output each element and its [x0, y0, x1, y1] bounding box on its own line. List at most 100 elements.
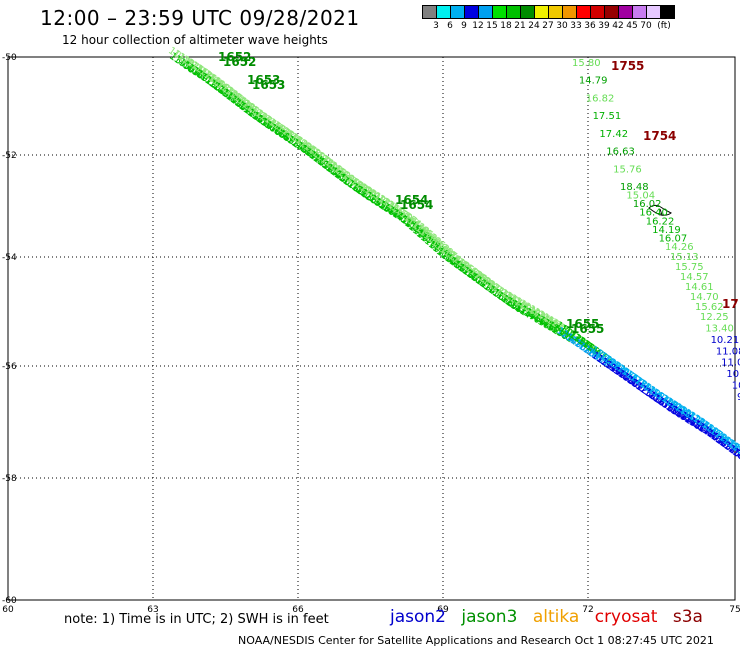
cryosat-swh: 14.79 — [579, 76, 608, 87]
legend-label: 18 — [500, 21, 512, 31]
legend-swatch — [548, 5, 563, 19]
lat-tick: -56 — [2, 362, 17, 372]
color-legend: 3 6 9 12 15 18 21 24 27 30 33 36 39 42 45 70 (ft) — [422, 5, 740, 33]
legend-label: 21 — [514, 21, 526, 31]
cryosat-swh: 16.82 — [586, 93, 615, 104]
lat-tick: -54 — [2, 253, 17, 263]
legend-label: 3 — [433, 21, 439, 31]
legend-swatches — [422, 5, 740, 19]
legend-swatch — [660, 5, 675, 19]
cryosat-swh: 12.25 — [700, 312, 729, 323]
legend-labels: 3 6 9 12 15 18 21 24 27 30 33 36 39 42 45 70 (ft) — [422, 19, 740, 33]
legend-swatch — [450, 5, 465, 19]
cryosat-swh: 15.75 — [675, 262, 704, 273]
legend-swatch — [464, 5, 479, 19]
axis-ticks: 60 63 66 69 72 75 -50 -52 -54 -56 -58 -60 — [2, 53, 740, 615]
lon-tick: 60 — [2, 605, 14, 615]
cryosat-swh: 14.26 — [665, 242, 694, 253]
satellite-legend: jason2 jason3 altika cryosat s3a — [390, 607, 713, 627]
cryosat-swh: 15.04 — [626, 191, 655, 202]
sat-jason2: jason2 — [390, 607, 446, 627]
cryosat-swh: 16.22 — [646, 216, 675, 227]
page-subtitle: 12 hour collection of altimeter wave hei… — [62, 33, 328, 47]
legend-swatch — [562, 5, 577, 19]
lat-tick: -52 — [2, 151, 17, 161]
legend-swatch — [590, 5, 605, 19]
altimeter-tracks: 10.0013.0011.0714.0312.1415.0613.2116.09… — [166, 45, 740, 472]
legend-swatch — [492, 5, 507, 19]
cryosat-swh: 11.01 — [721, 358, 740, 369]
legend-swatch — [534, 5, 549, 19]
cryosat-time: 1755 — [611, 59, 644, 73]
sat-altika: altika — [532, 607, 580, 627]
legend-unit: (ft) — [657, 21, 671, 31]
cryosat-swh: 9 — [737, 392, 740, 403]
cryosat-swh: 14.70 — [690, 292, 719, 303]
legend-swatch — [618, 5, 633, 19]
cryosat-swh: 15.13 — [670, 252, 699, 263]
legend-swatch — [506, 5, 521, 19]
cryosat-swh: 18.48 — [620, 182, 649, 193]
legend-swatch — [478, 5, 493, 19]
lon-tick: 66 — [292, 605, 304, 615]
legend-swatch — [576, 5, 591, 19]
cryosat-swh: 15.62 — [695, 302, 724, 313]
legend-label: 12 — [472, 21, 484, 31]
cryosat-swh: 14.57 — [680, 272, 709, 283]
lon-tick: 63 — [147, 605, 158, 615]
cryosat-time: 17 — [722, 297, 739, 311]
legend-label: 42 — [612, 21, 624, 31]
legend-swatch — [436, 5, 451, 19]
cryosat-swh: 10.2 — [726, 369, 740, 380]
page-title: 12:00 – 23:59 UTC 09/28/2021 — [40, 6, 360, 30]
cryosat-swh: 17.51 — [593, 111, 622, 122]
jason3-time-shadow: 1653 — [252, 78, 285, 92]
cryosat-swh: 15.76 — [613, 164, 642, 175]
cryosat-swh: 16.63 — [606, 147, 635, 158]
sat-s3a: s3a — [672, 607, 703, 627]
legend-swatch — [646, 5, 661, 19]
cryosat-swh: 16.07 — [659, 233, 688, 244]
legend-label: 33 — [570, 21, 582, 31]
cryosat-swh: 14.19 — [652, 225, 681, 236]
legend-label: 24 — [528, 21, 540, 31]
legend-swatch — [422, 5, 437, 19]
cryosat-swh: 16.40 — [639, 208, 668, 219]
legend-label: 39 — [598, 21, 610, 31]
footer-note: note: 1) Time is in UTC; 2) SWH is in fe… — [64, 612, 329, 627]
legend-label: 9 — [461, 21, 467, 31]
legend-label: 15 — [486, 21, 498, 31]
grid-lines — [8, 57, 735, 600]
jason3-time: 1654 — [395, 193, 428, 207]
svg-text:13.03: 13.03 — [729, 441, 740, 466]
legend-label: 30 — [556, 21, 568, 31]
lon-tick: 75 — [729, 605, 740, 615]
cryosat-swh: 13.40 — [705, 323, 734, 334]
lat-tick: -50 — [2, 53, 17, 63]
legend-label: 70 — [640, 21, 652, 31]
cryosat-swh: 11.08 — [716, 346, 740, 357]
cryosat-swh: 10.21 — [711, 335, 740, 346]
legend-swatch — [632, 5, 647, 19]
lat-tick: -58 — [2, 474, 17, 484]
cryosat-swh: 10 — [732, 381, 740, 392]
jason3-time-shadow: 1652 — [223, 55, 256, 69]
coastline — [648, 204, 672, 216]
sat-jason3: jason3 — [461, 607, 518, 627]
legend-label: 6 — [447, 21, 453, 31]
credit-line: NOAA/NESDIS Center for Satellite Applica… — [238, 634, 714, 647]
map-frame — [7, 56, 736, 601]
jason3-time: 1652 — [218, 50, 251, 64]
cryosat-swh: 14.61 — [685, 282, 714, 293]
jason3-time: 1655 — [566, 317, 599, 331]
cryosat-swh: 16.02 — [633, 199, 662, 210]
legend-swatch — [604, 5, 619, 19]
lat-tick: -60 — [2, 596, 17, 606]
legend-label: 45 — [626, 21, 638, 31]
cryosat-swh: 15.80 — [572, 58, 601, 69]
jason3-time-shadow: 1655 — [571, 322, 604, 336]
sat-cryosat: cryosat — [594, 607, 658, 627]
cryosat-swh: 17.42 — [599, 129, 628, 140]
track-time-labels: 1652165216531653165416541655165517551754… — [218, 50, 739, 336]
